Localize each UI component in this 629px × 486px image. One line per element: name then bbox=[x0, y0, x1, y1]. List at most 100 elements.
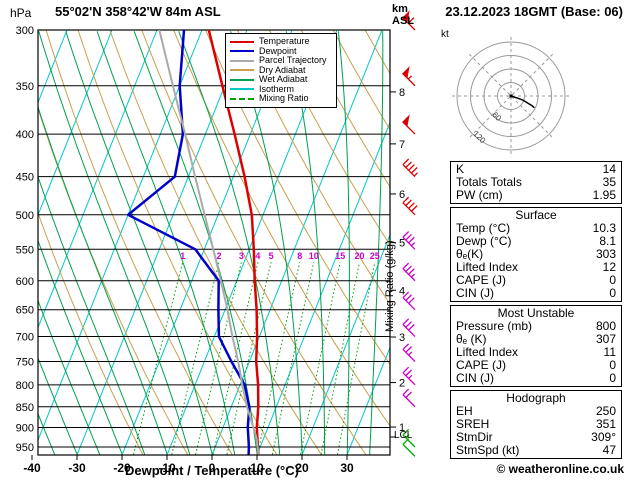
x-axis-tick-label: -10 bbox=[158, 461, 176, 475]
station-title: 55°02'N 358°42'W 84m ASL bbox=[55, 4, 221, 19]
hodograph-unit-label: kt bbox=[441, 29, 449, 40]
legend-swatch bbox=[230, 78, 254, 81]
table-row-value: 10.3 bbox=[592, 221, 616, 235]
table-row-value: 250 bbox=[595, 404, 616, 418]
table-row-value: 351 bbox=[595, 417, 616, 431]
mixing-ratio-line bbox=[226, 262, 272, 455]
mixing-ratio-value-label: 5 bbox=[269, 251, 274, 261]
dry-adiabat-line bbox=[141, 30, 367, 455]
table-row-value: 47 bbox=[602, 443, 616, 457]
x-axis-tick-label: 30 bbox=[340, 461, 354, 475]
legend-swatch bbox=[230, 69, 254, 72]
table-row-value: 0 bbox=[609, 286, 616, 300]
table-row-value: 0 bbox=[609, 371, 616, 385]
wind-barb bbox=[402, 318, 416, 337]
table-section: Surface Temp (°C) 10.3 Dewp (°C) 8.1 θₑ(K) 303… bbox=[450, 207, 622, 302]
wind-barb bbox=[402, 262, 416, 282]
hodograph-radial-line bbox=[468, 53, 554, 139]
mixing-ratio-line bbox=[195, 262, 242, 455]
mixing-ratio-value-label: 25 bbox=[370, 251, 380, 261]
table-row: Dewp (°C) 8.1 bbox=[456, 235, 616, 248]
legend-item: Dry Adiabat bbox=[230, 64, 332, 76]
pressure-tick-label: 800 bbox=[16, 380, 34, 392]
mixing-ratio-value-label: 3 bbox=[239, 251, 244, 261]
legend-item: Parcel Trajectory bbox=[230, 56, 332, 66]
legend-swatch bbox=[230, 50, 254, 53]
wind-barb bbox=[402, 196, 418, 216]
mixing-ratio-line bbox=[256, 262, 301, 455]
table-row: Temp (°C) 10.3 bbox=[456, 222, 616, 235]
table-row-value: 800 bbox=[595, 319, 616, 333]
km-tick-label: 3 bbox=[399, 332, 405, 344]
x-axis-tick-label: 20 bbox=[295, 461, 309, 475]
legend-label: Mixing Ratio bbox=[259, 93, 309, 104]
table-row-value: 8.1 bbox=[599, 234, 616, 248]
table-row-label: K bbox=[456, 162, 465, 176]
legend-label: Dry Adiabat bbox=[259, 64, 306, 75]
table-row-label: StmSpd (kt) bbox=[456, 443, 520, 457]
copyright: © weatheronline.co.uk bbox=[496, 462, 624, 476]
table-row: Pressure (mb) 800 bbox=[456, 320, 616, 333]
indices-table: K 14 Totals Totals 35 PW (cm) 1.95 Surface Temp… bbox=[450, 161, 622, 462]
legend-item: Wet Adiabat bbox=[230, 75, 332, 85]
legend-swatch bbox=[230, 88, 254, 91]
mixing-ratio-line bbox=[300, 262, 341, 455]
dry-adiabat-line bbox=[205, 30, 390, 366]
table-row-label: PW (cm) bbox=[456, 188, 503, 202]
x-axis-tick-label: -40 bbox=[23, 461, 41, 475]
table-section: Hodograph EH 250 SREH 351 StmDir 309° StmSpd (k… bbox=[450, 390, 622, 459]
wet-adiabat-line bbox=[38, 356, 78, 455]
pressure-axis-unit: hPa bbox=[10, 6, 32, 20]
table-row: Totals Totals 35 bbox=[456, 176, 616, 189]
table-row-value: 309° bbox=[591, 430, 616, 444]
legend-swatch bbox=[230, 40, 254, 43]
isotherm-line bbox=[38, 30, 113, 217]
table-row: PW (cm) 1.95 bbox=[456, 189, 616, 202]
km-tick-label: 8 bbox=[399, 87, 405, 99]
table-row-value: 0 bbox=[609, 273, 616, 287]
legend-label: Temperature bbox=[259, 36, 310, 47]
legend-label: Dewpoint bbox=[259, 45, 297, 56]
table-row-label: θₑ(K) bbox=[456, 247, 484, 261]
wet-adiabat-line bbox=[0, 31, 10, 454]
legend-item: Mixing Ratio bbox=[230, 94, 332, 104]
wind-barb bbox=[402, 231, 416, 250]
wind-barb bbox=[402, 438, 416, 457]
table-row: θₑ(K) 303 bbox=[456, 248, 616, 261]
wet-adiabat-line bbox=[337, 31, 350, 455]
legend-item: Temperature bbox=[230, 37, 332, 47]
table-row-value: 12 bbox=[602, 260, 616, 274]
isotherm-line bbox=[38, 30, 203, 442]
temperature-curve bbox=[207, 30, 260, 455]
dry-adiabat-line bbox=[237, 30, 390, 305]
table-row: Lifted Index 12 bbox=[456, 261, 616, 274]
table-row: StmDir 309° bbox=[456, 431, 616, 444]
dry-adiabat-line bbox=[45, 30, 233, 455]
hodograph-ring bbox=[456, 41, 566, 151]
asl-axis-label: ASL bbox=[392, 15, 414, 27]
table-row: SREH 351 bbox=[456, 418, 616, 431]
wet-adiabat-line bbox=[38, 31, 191, 455]
km-tick-label: 2 bbox=[399, 378, 405, 390]
dry-adiabat-line bbox=[300, 30, 390, 188]
mixing-ratio-value-label: 15 bbox=[335, 251, 345, 261]
legend-swatch bbox=[230, 97, 254, 100]
table-row: CAPE (J) 0 bbox=[456, 359, 616, 372]
wind-barb bbox=[402, 343, 416, 362]
parcel-trajectory-curve bbox=[158, 30, 260, 455]
table-row-label: Totals Totals bbox=[456, 175, 522, 189]
table-row-label: SREH bbox=[456, 417, 490, 431]
x-axis-tick-label: -20 bbox=[113, 461, 131, 475]
table-row-label: CAPE (J) bbox=[456, 273, 507, 287]
x-axis-label: Dewpoint / Temperature (°C) bbox=[125, 463, 299, 478]
isotherm-line bbox=[256, 121, 390, 455]
km-tick-label: 6 bbox=[399, 189, 405, 201]
legend-label: Wet Adiabat bbox=[259, 74, 308, 85]
hodograph-ring bbox=[497, 82, 525, 110]
mixing-ratio-value-label: 1 bbox=[180, 251, 185, 261]
plot-border bbox=[37, 29, 391, 456]
km-tick-label: 7 bbox=[399, 139, 405, 151]
table-row: CIN (J) 0 bbox=[456, 287, 616, 300]
table-row-label: CIN (J) bbox=[456, 286, 494, 300]
table-row: CAPE (J) 0 bbox=[456, 274, 616, 287]
